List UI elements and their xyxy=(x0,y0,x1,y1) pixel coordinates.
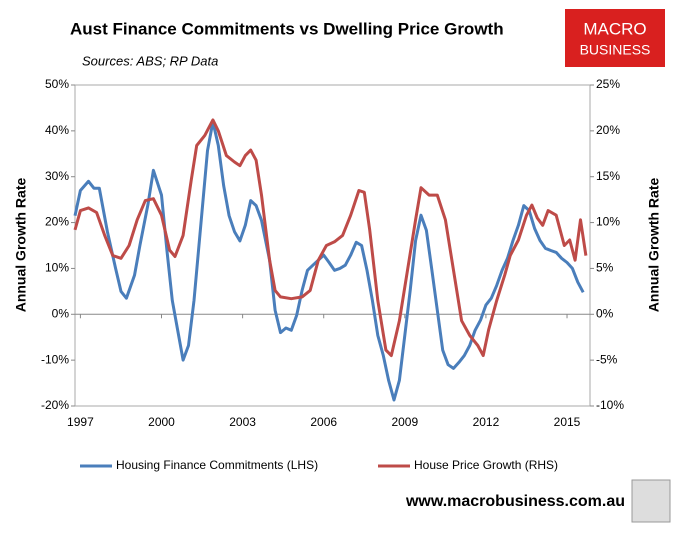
x-tick-label: 2015 xyxy=(554,415,581,429)
y-axis-label: Annual Growth Rate xyxy=(13,178,29,313)
wolf-icon xyxy=(631,479,671,523)
x-tick-label: 2012 xyxy=(473,415,500,429)
y-tick-label: 30% xyxy=(45,169,69,183)
y-tick-label: -20% xyxy=(41,398,69,412)
series-line xyxy=(73,120,585,402)
y-tick-label: 20% xyxy=(45,215,69,229)
y2-tick-label: 15% xyxy=(596,169,620,183)
y-tick-label: -10% xyxy=(41,352,69,366)
chart-title: Aust Finance Commitments vs Dwelling Pri… xyxy=(70,19,504,38)
y2-axis-label: Annual Growth Rate xyxy=(646,178,662,313)
logo-text: MACRO xyxy=(583,19,646,38)
y2-tick-label: 20% xyxy=(596,123,620,137)
y-tick-label: 0% xyxy=(52,306,70,320)
y2-tick-label: 0% xyxy=(596,306,614,320)
x-tick-label: 2006 xyxy=(310,415,337,429)
y-tick-label: 40% xyxy=(45,123,69,137)
y2-tick-label: -5% xyxy=(596,352,618,366)
legend-label: Housing Finance Commitments (LHS) xyxy=(116,458,318,472)
y2-tick-label: 25% xyxy=(596,77,620,91)
y-tick-label: 50% xyxy=(45,77,69,91)
series-line xyxy=(73,118,588,358)
x-tick-label: 2009 xyxy=(391,415,418,429)
y-tick-label: 10% xyxy=(45,261,69,275)
plot-frame xyxy=(74,84,591,407)
y2-tick-label: 10% xyxy=(596,215,620,229)
legend-label: House Price Growth (RHS) xyxy=(414,458,558,472)
x-tick-label: 2003 xyxy=(229,415,256,429)
y2-tick-label: 5% xyxy=(596,261,614,275)
subtitle: Sources: ABS; RP Data xyxy=(82,53,218,68)
footer: www.macrobusiness.com.au xyxy=(405,493,625,510)
x-tick-label: 1997 xyxy=(67,415,94,429)
logo-text: BUSINESS xyxy=(580,42,651,58)
y2-tick-label: -10% xyxy=(596,398,624,412)
logo-box xyxy=(565,9,665,67)
x-tick-label: 2000 xyxy=(148,415,175,429)
